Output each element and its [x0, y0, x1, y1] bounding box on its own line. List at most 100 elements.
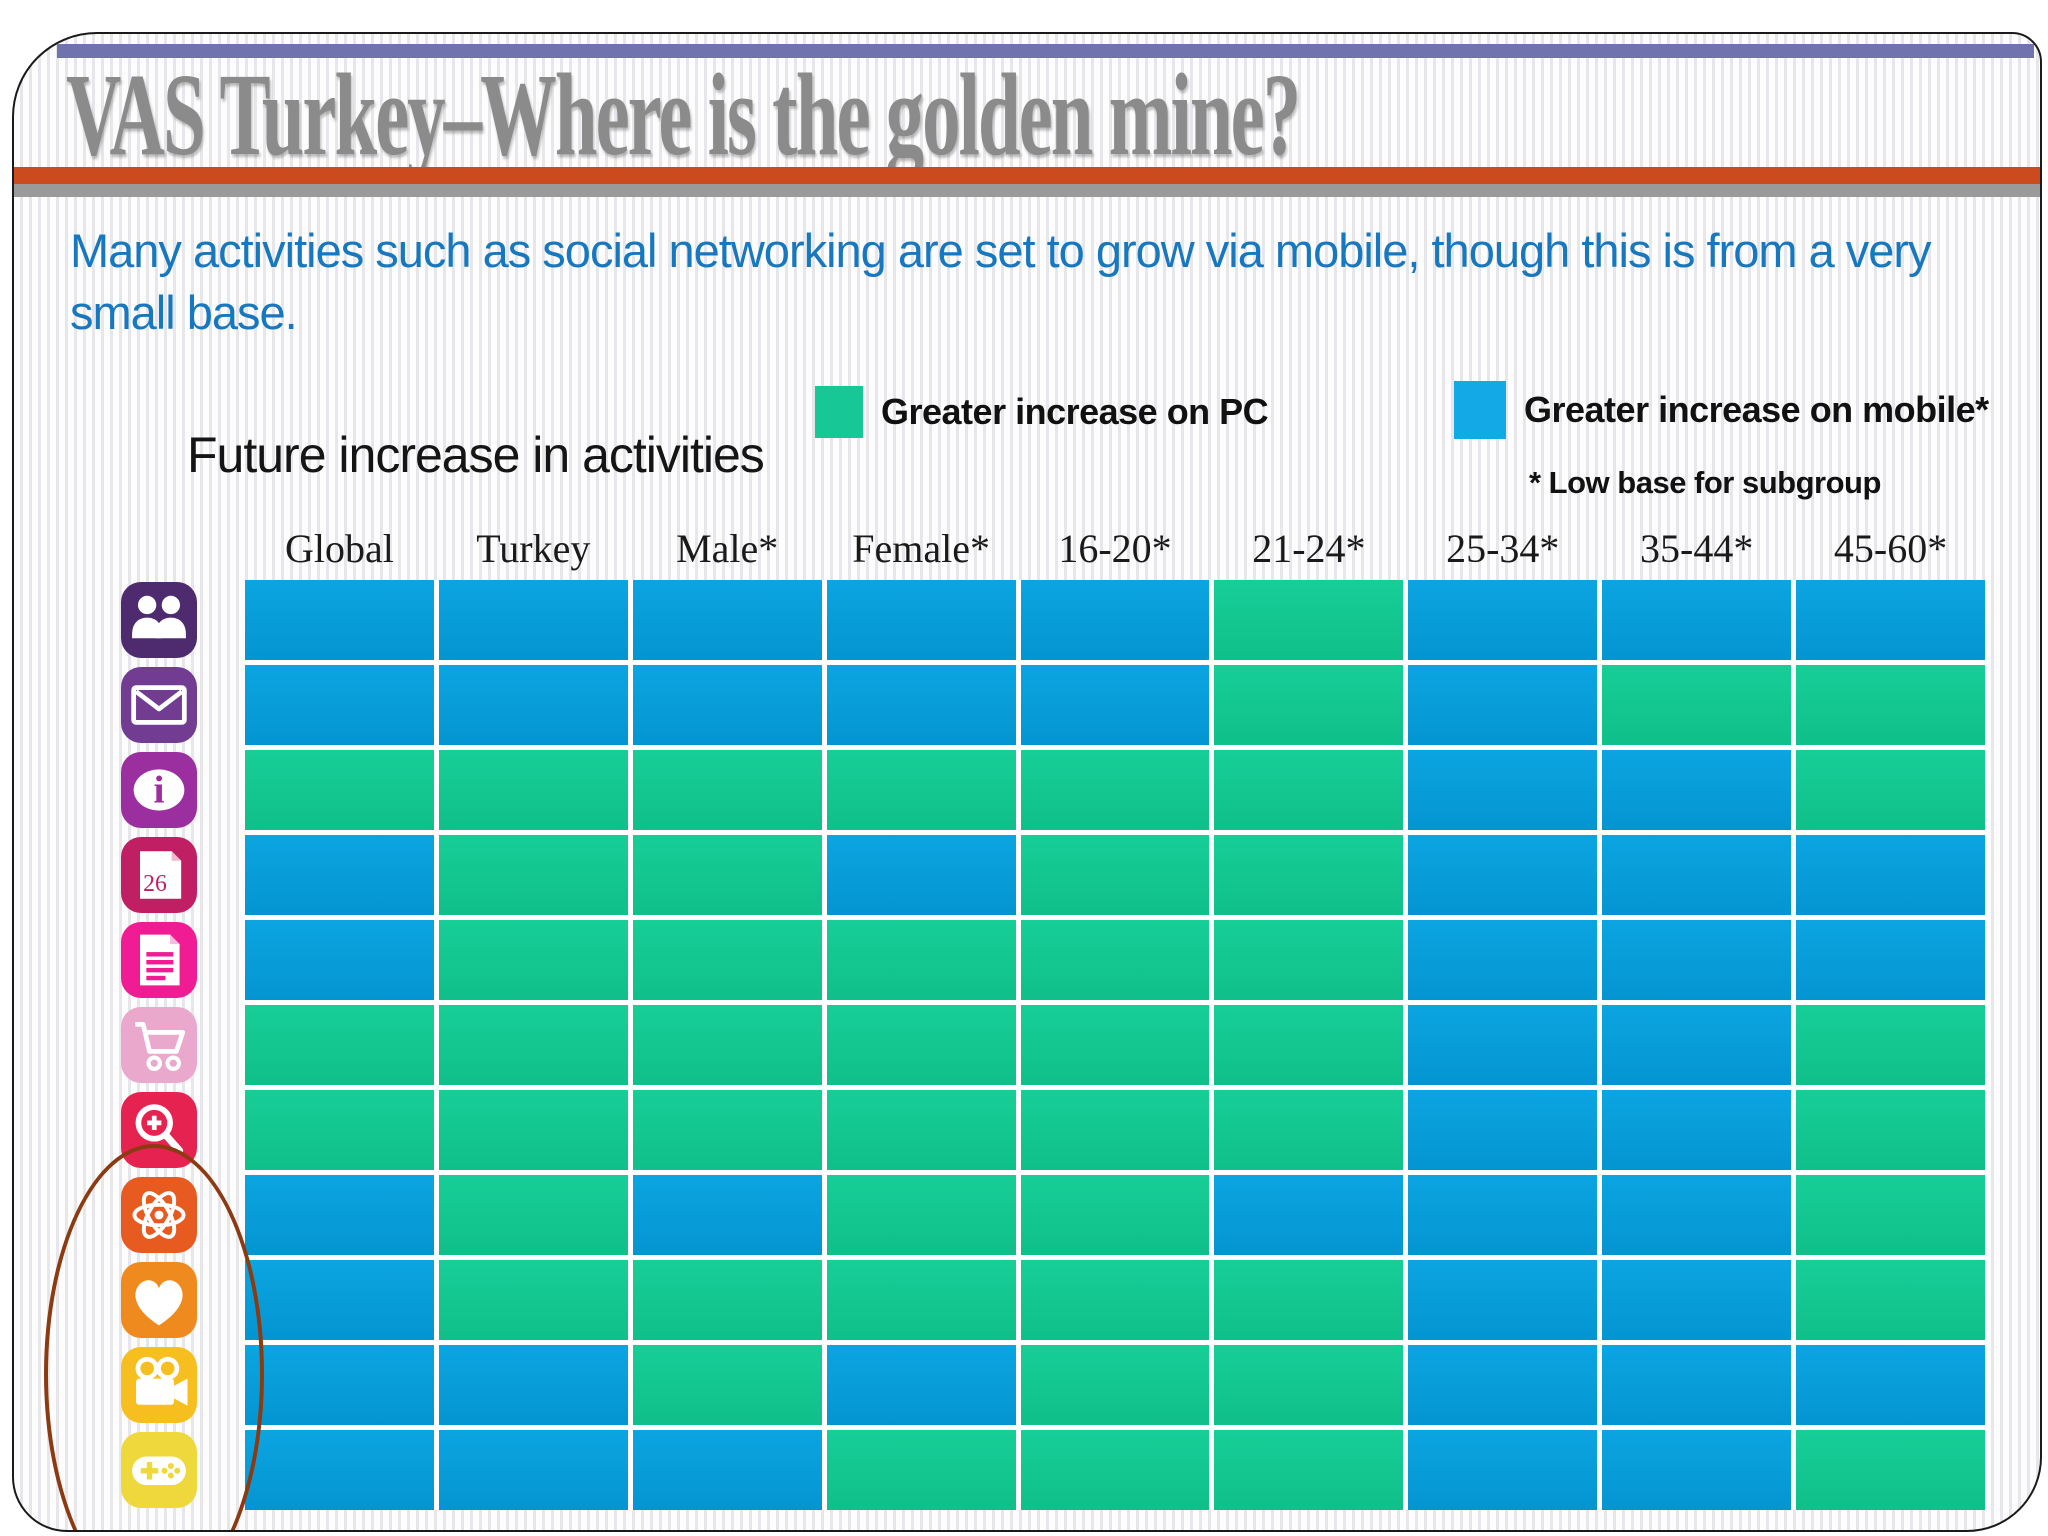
- heatmap-cell-social-networking: [1020, 580, 1210, 660]
- heatmap-cell-social-networking: [632, 580, 822, 660]
- column-header: 35-44*: [1640, 526, 1754, 571]
- heatmap-cell-shopping: [1214, 1005, 1404, 1085]
- heatmap-cell-information: [1408, 750, 1598, 830]
- heatmap-cell-video: [245, 1345, 434, 1425]
- heatmap-cell-calendar: [1214, 835, 1404, 915]
- svg-text:26: 26: [143, 871, 167, 897]
- svg-text:i: i: [154, 768, 165, 812]
- column-headers: Global Turkey Male* Female* 16-20* 21-24* 25-3…: [245, 522, 1985, 576]
- heatmap-cell-news: [1020, 920, 1210, 1000]
- heatmap-cell-search: [1020, 1090, 1210, 1170]
- heatmap-cell-information: [1602, 750, 1792, 830]
- column-header: Female*: [852, 526, 990, 571]
- heatmap-cell-news: [826, 920, 1016, 1000]
- heatmap-cell-science: [245, 1175, 434, 1255]
- slide-subtitle: Many activities such as social networkin…: [70, 224, 1932, 340]
- heatmap-cell-video: [1214, 1345, 1404, 1425]
- heatmap-cell-video: [438, 1345, 628, 1425]
- heatmap-cell-social-networking: [438, 580, 628, 660]
- heatmap-cell-shopping: [826, 1005, 1016, 1085]
- legend-footnote: * Low base for subgroup: [1529, 465, 1881, 500]
- heatmap-cell-games: [245, 1430, 434, 1510]
- heatmap-cell-information: [826, 750, 1016, 830]
- heatmap-cell-video: [1020, 1345, 1210, 1425]
- column-header: Male*: [676, 526, 779, 571]
- heatmap-cell-shopping: [438, 1005, 628, 1085]
- heatmap-cell-health: [1214, 1260, 1404, 1340]
- heatmap-cell-science: [632, 1175, 822, 1255]
- document-icon: [121, 922, 197, 998]
- info-icon: i: [121, 752, 197, 828]
- heatmap-cell-news: [1602, 920, 1792, 1000]
- heatmap-cell-video: [1796, 1345, 1985, 1425]
- heatmap-grid: [245, 580, 1985, 1510]
- heatmap-cell-email: [1214, 665, 1404, 745]
- heatmap-cell-health: [632, 1260, 822, 1340]
- column-header: 21-24*: [1252, 526, 1366, 571]
- heatmap-cell-search: [1214, 1090, 1404, 1170]
- heatmap-cell-video: [1602, 1345, 1792, 1425]
- heatmap-cell-shopping: [632, 1005, 822, 1085]
- heatmap-cell-health: [1796, 1260, 1985, 1340]
- heatmap-cell-search: [438, 1090, 628, 1170]
- heatmap-cell-games: [1796, 1430, 1985, 1510]
- heatmap-cell-social-networking: [1796, 580, 1985, 660]
- heatmap-cell-social-networking: [1602, 580, 1792, 660]
- column-header: 45-60*: [1833, 526, 1948, 571]
- heatmap-cell-news: [1408, 920, 1598, 1000]
- heatmap-cell-social-networking: [826, 580, 1016, 660]
- heatmap-cell-science: [1602, 1175, 1792, 1255]
- heatmap-cell-calendar: [1408, 835, 1598, 915]
- heatmap-cell-calendar: [826, 835, 1016, 915]
- activity-icon-cell: i: [98, 750, 220, 830]
- envelope-icon: [121, 667, 197, 743]
- heatmap-cell-science: [1020, 1175, 1210, 1255]
- heatmap-cell-news: [1796, 920, 1985, 1000]
- red-divider-bar: [14, 167, 2040, 184]
- heatmap-cell-health: [1602, 1260, 1792, 1340]
- heatmap-cell-email: [1796, 665, 1985, 745]
- legend-label-mobile: Greater increase on mobile*: [1524, 389, 1989, 430]
- heatmap-cell-information: [1796, 750, 1985, 830]
- chart-title: Future increase in activities: [187, 427, 765, 483]
- heatmap-cell-calendar: [1602, 835, 1792, 915]
- shopping-cart-icon: [121, 1007, 197, 1083]
- heatmap-cell-health: [1020, 1260, 1210, 1340]
- people-icon: [121, 582, 197, 658]
- heatmap-cell-search: [826, 1090, 1016, 1170]
- heatmap-cell-shopping: [1796, 1005, 1985, 1085]
- heatmap-cell-information: [245, 750, 434, 830]
- column-header: 25-34*: [1446, 526, 1560, 571]
- heatmap-cell-search: [1408, 1090, 1598, 1170]
- heatmap-cell-social-networking: [1408, 580, 1598, 660]
- heatmap-cell-video: [826, 1345, 1016, 1425]
- heatmap-cell-calendar: [1020, 835, 1210, 915]
- heatmap-cell-email: [1602, 665, 1792, 745]
- heatmap-cell-email: [245, 665, 434, 745]
- heatmap-cell-calendar: [245, 835, 434, 915]
- activity-icon-cell: 26: [98, 835, 220, 915]
- heatmap-cell-games: [1408, 1430, 1598, 1510]
- heatmap-cell-games: [1020, 1430, 1210, 1510]
- activity-icon-cell: [98, 665, 220, 745]
- heatmap-cell-information: [1214, 750, 1404, 830]
- heatmap-cell-science: [1408, 1175, 1598, 1255]
- heatmap-cell-shopping: [1020, 1005, 1210, 1085]
- legend-swatch-mobile: [1454, 381, 1506, 439]
- top-accent-bar: [57, 44, 2034, 58]
- column-header: Global: [285, 526, 394, 571]
- activity-icon-cell: [98, 920, 220, 1000]
- heatmap-cell-email: [632, 665, 822, 745]
- calendar-icon: 26: [121, 837, 197, 913]
- gray-divider-bar: [14, 184, 2040, 197]
- annotation-ellipse: [44, 1144, 264, 1530]
- heatmap-cell-video: [1408, 1345, 1598, 1425]
- column-header: 16-20*: [1058, 526, 1172, 571]
- legend-label-pc: Greater increase on PC: [881, 391, 1269, 432]
- heatmap-cell-email: [1408, 665, 1598, 745]
- heatmap-cell-calendar: [632, 835, 822, 915]
- heatmap-cell-games: [826, 1430, 1016, 1510]
- heatmap-cell-video: [632, 1345, 822, 1425]
- heatmap-cell-news: [632, 920, 822, 1000]
